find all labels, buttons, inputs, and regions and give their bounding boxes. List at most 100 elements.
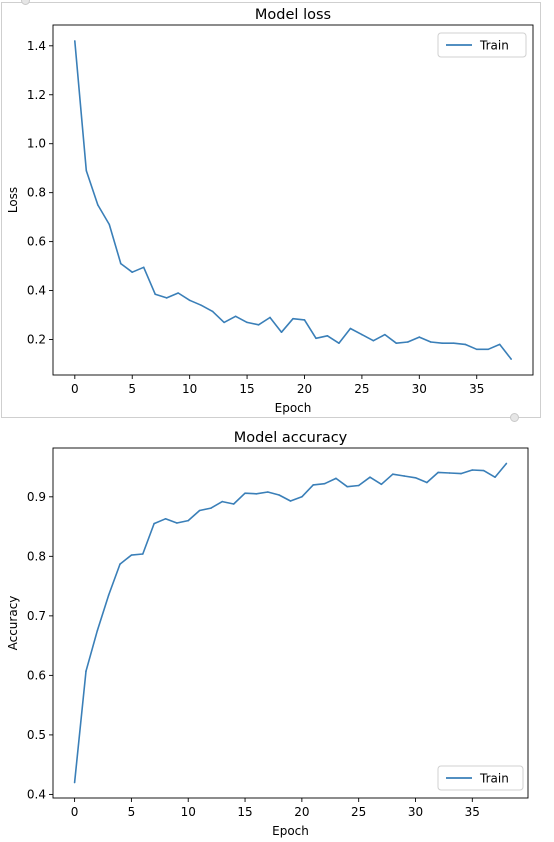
data-point	[74, 40, 76, 42]
data-point	[335, 477, 337, 480]
data-point	[221, 500, 224, 503]
x-tick-label: 25	[354, 382, 369, 396]
data-point	[403, 475, 405, 477]
data-point	[391, 473, 394, 475]
y-axis-label: Accuracy	[6, 596, 20, 651]
data-point	[361, 333, 363, 336]
data-point	[312, 484, 315, 486]
data-point	[266, 491, 269, 493]
y-tick-label: 0.8	[27, 186, 46, 200]
y-tick-label: 0.7	[27, 609, 46, 623]
plot-area-frame	[52, 24, 534, 376]
x-tick-label: 0	[71, 382, 79, 396]
chart-title: Model loss	[255, 7, 331, 23]
data-point	[346, 485, 349, 488]
chart-title: Model accuracy	[234, 430, 348, 446]
x-tick-label: 15	[237, 805, 252, 819]
y-tick-label: 0.6	[27, 235, 46, 249]
data-point	[418, 336, 421, 338]
x-tick-label: 5	[128, 805, 136, 819]
data-point	[223, 321, 225, 324]
data-point	[505, 462, 508, 465]
data-point	[85, 670, 87, 673]
x-axis-label: Epoch	[275, 401, 312, 415]
data-point	[357, 484, 360, 487]
data-point	[315, 337, 317, 340]
y-tick-label: 0.5	[27, 728, 46, 742]
data-point	[338, 342, 340, 344]
data-point	[211, 310, 214, 313]
data-point	[131, 271, 134, 274]
data-point	[429, 341, 432, 343]
data-point	[452, 342, 455, 344]
x-tick-label: 20	[297, 382, 312, 396]
data-point	[73, 781, 76, 784]
data-point	[437, 471, 440, 474]
data-point	[142, 266, 145, 269]
data-point	[96, 204, 99, 206]
legend-label: Train	[479, 39, 509, 53]
data-point	[349, 327, 352, 330]
frame-resize-handle-icon[interactable]	[21, 0, 30, 5]
data-point	[380, 483, 383, 486]
data-point	[210, 507, 212, 509]
data-point	[232, 503, 235, 505]
data-point	[108, 223, 111, 226]
data-point	[460, 472, 462, 475]
x-tick-label: 30	[408, 805, 423, 819]
x-tick-label: 30	[412, 382, 427, 396]
data-point	[303, 319, 306, 321]
data-point	[177, 292, 179, 294]
data-point	[471, 469, 474, 471]
upper-output-frame	[1, 2, 541, 418]
x-axis-label: Epoch	[272, 824, 309, 838]
data-point	[369, 476, 371, 478]
legend-box	[437, 765, 524, 791]
data-point	[372, 339, 375, 342]
data-point	[164, 518, 167, 520]
x-tick-label: 20	[294, 805, 309, 819]
data-point	[289, 500, 292, 502]
x-tick-label: 35	[465, 805, 480, 819]
data-point	[188, 299, 191, 302]
y-tick-label: 0.9	[27, 490, 46, 504]
plot-area-frame	[52, 447, 529, 799]
data-point	[96, 629, 99, 632]
y-tick-label: 0.4	[27, 787, 46, 801]
data-point	[119, 563, 121, 565]
x-tick-label: 35	[469, 382, 484, 396]
data-point	[257, 324, 260, 326]
y-tick-label: 1.0	[27, 137, 46, 151]
data-point	[200, 304, 202, 307]
data-point	[141, 553, 144, 555]
series-line-train	[74, 40, 512, 360]
data-point	[326, 335, 329, 337]
data-point	[269, 316, 271, 319]
legend-label: Train	[479, 772, 509, 786]
data-point	[85, 169, 88, 172]
data-point	[494, 476, 496, 478]
data-point	[426, 481, 428, 484]
data-point	[475, 348, 478, 351]
data-point	[510, 358, 512, 360]
data-point	[441, 342, 444, 344]
frame-resize-handle-icon[interactable]	[510, 413, 519, 422]
data-point	[464, 343, 467, 346]
data-point	[448, 472, 451, 474]
data-point	[244, 492, 246, 495]
x-tick-label: 10	[182, 382, 197, 396]
y-tick-label: 1.2	[27, 88, 46, 102]
x-tick-label: 25	[351, 805, 366, 819]
data-point	[301, 496, 303, 498]
y-tick-label: 0.6	[27, 668, 46, 682]
x-tick-label: 10	[181, 805, 196, 819]
data-point	[153, 522, 155, 525]
data-point	[395, 342, 398, 344]
data-point	[487, 348, 490, 351]
data-point	[246, 321, 248, 324]
data-point	[130, 554, 133, 556]
data-point	[292, 317, 294, 320]
data-point	[278, 494, 280, 496]
data-point	[498, 343, 501, 346]
data-point	[407, 341, 409, 343]
